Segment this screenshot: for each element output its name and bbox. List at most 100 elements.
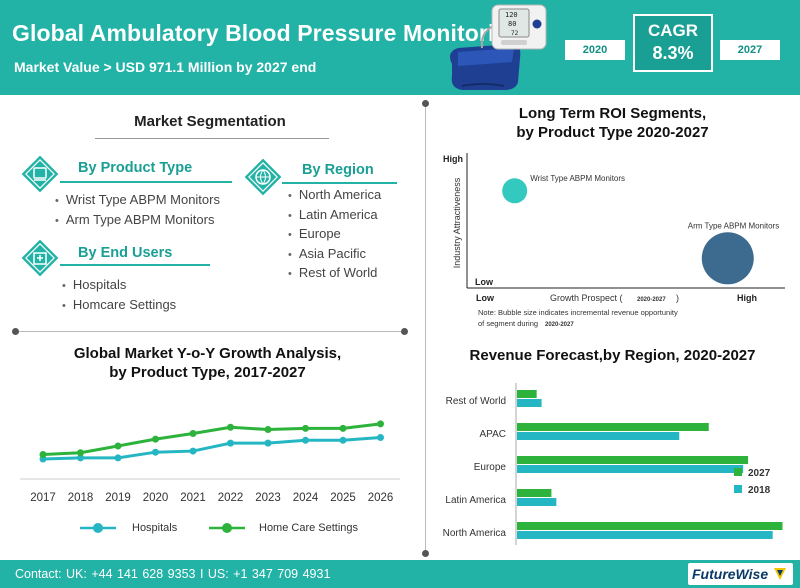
market-value-subtitle: Market Value > USD 971.1 Million by 2027… [14, 59, 317, 75]
end-users-list: Hospitals Homcare Settings [62, 276, 176, 315]
x-axis-label: Growth Prospect ( [550, 293, 623, 303]
data-point [302, 436, 309, 444]
x-axis-label-close: ) [676, 293, 679, 303]
data-point [227, 439, 234, 447]
device-pulse-readout: 72 [511, 30, 519, 37]
data-point [264, 439, 272, 447]
bar-2027 [517, 489, 552, 497]
legend-label: 2027 [748, 468, 771, 479]
end-year-badge: 2027 [720, 40, 780, 60]
series-line-1 [42, 422, 381, 456]
list-item: North America [288, 186, 381, 206]
x-tick-label: 2017 [30, 492, 56, 504]
legend-hospitals-marker [80, 523, 116, 533]
list-item: Latin America [288, 206, 381, 226]
x-low-label: Low [476, 293, 495, 303]
bubble-0 [502, 178, 528, 204]
horizontal-divider [15, 331, 405, 332]
yoy-title-line1: Global Market Y-o-Y Growth Analysis, [73, 345, 342, 362]
y-axis-label: Industry Attractiveness [452, 177, 462, 268]
y-high-label: High [443, 154, 463, 164]
x-tick-label: 2022 [218, 492, 244, 504]
region-list: North America Latin America Europe Asia … [288, 186, 381, 284]
list-item: Hospitals [62, 276, 176, 296]
yoy-line-chart: 2017 2018 2019 2020 2021 2022 2023 2024 2025 2026 [20, 420, 400, 504]
legend-swatch-2018 [734, 485, 742, 493]
legend-home-care-marker [209, 523, 245, 533]
bar-2018 [517, 399, 542, 407]
header-banner: Global Ambulatory Blood Pressure Monitor… [0, 0, 800, 95]
device-dia-readout: 80 [508, 20, 516, 28]
globe-icon [244, 158, 282, 196]
note-line1: Note: Bubble size indicates incremental … [478, 308, 678, 317]
data-point [77, 449, 84, 457]
x-tick-label: 2025 [330, 492, 356, 504]
note-line2: of segment during [478, 319, 538, 328]
list-item: Wrist Type ABPM Monitors [55, 191, 220, 211]
roi-bubble-chart: High Low Low High Growth Prospect (2020-2027… [443, 153, 785, 328]
list-item: Homcare Settings [62, 296, 176, 316]
list-item: Asia Pacific [288, 245, 381, 265]
legend-swatch-2027 [734, 468, 742, 476]
bar-2018 [517, 531, 773, 539]
vertical-divider [425, 103, 426, 553]
page-title: Global Ambulatory Blood Pressure Monitor… [12, 20, 523, 46]
data-point [339, 424, 347, 432]
divider-dot [12, 328, 19, 335]
product-type-icon [21, 155, 59, 193]
divider-dot [422, 100, 429, 107]
end-users-underline [60, 264, 210, 266]
roi-title-line2: by Product Type 2020-2027 [516, 124, 709, 141]
legend-home-care-label: Home Care Settings [259, 522, 359, 534]
product-type-heading: By Product Type [78, 160, 193, 176]
brand-mark-icon [774, 568, 786, 580]
x-tick-label: 2024 [293, 492, 319, 504]
y-low-label: Low [475, 277, 494, 287]
segmentation-title: Market Segmentation [134, 113, 286, 130]
category-label: APAC [480, 429, 507, 440]
roi-title-line1: Long Term ROI Segments, [518, 105, 707, 122]
product-type-underline [60, 181, 232, 183]
cagr-label: CAGR [647, 21, 699, 40]
category-label: Latin America [445, 495, 506, 506]
data-point [114, 454, 122, 462]
data-point [152, 448, 159, 456]
brand-name: FutureWise [692, 566, 769, 582]
category-label: Europe [474, 462, 507, 473]
list-item: Rest of World [288, 264, 381, 284]
segmentation-underline [95, 138, 329, 139]
region-heading: By Region [302, 162, 374, 178]
footer: Contact: UK: +44 141 628 9353 I US: +1 3… [0, 560, 800, 588]
data-point [114, 442, 122, 450]
bar-2018 [517, 465, 744, 473]
x-tick-label: 2020 [143, 492, 169, 504]
bubble-1 [701, 232, 754, 285]
brand-logo: FutureWise [688, 563, 793, 585]
bar-2018 [517, 432, 680, 440]
device-sys-readout: 120 [505, 11, 518, 19]
data-point [377, 433, 384, 441]
bar-2027 [517, 522, 783, 530]
list-item: Arm Type ABPM Monitors [55, 211, 220, 231]
x-tick-label: 2021 [180, 492, 206, 504]
list-item: Europe [288, 225, 381, 245]
contact-info: Contact: UK: +44 141 628 9353 I US: +1 3… [15, 567, 331, 581]
data-point [264, 426, 272, 434]
region-underline [282, 182, 397, 184]
legend-label: 2018 [748, 485, 771, 496]
bar-2027 [517, 423, 709, 431]
data-point [339, 436, 347, 444]
yoy-chart-title: Global Market Y-o-Y Growth Analysis, by … [20, 344, 395, 382]
bar-2027 [517, 390, 537, 398]
cagr-value: 8.3% [652, 43, 694, 63]
start-year-badge: 2020 [565, 40, 625, 60]
bubble-label: Arm Type ABPM Monitors [688, 221, 779, 230]
bubble-label: Wrist Type ABPM Monitors [530, 174, 625, 183]
divider-dot [401, 328, 408, 335]
data-point [77, 454, 84, 462]
data-point [189, 447, 197, 455]
category-label: North America [443, 528, 507, 539]
bar-2018 [517, 498, 557, 506]
x-high-label: High [737, 293, 757, 303]
revenue-chart-title: Revenue Forecast,by Region, 2020-2027 [469, 347, 756, 364]
